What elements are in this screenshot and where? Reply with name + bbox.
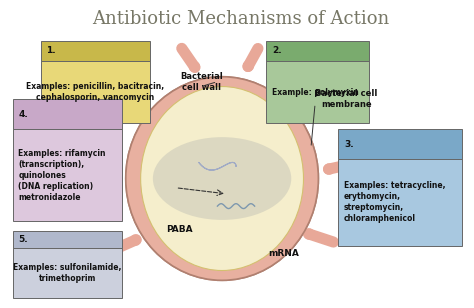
Ellipse shape	[153, 137, 291, 220]
FancyBboxPatch shape	[41, 61, 150, 123]
Text: mRNA: mRNA	[269, 249, 300, 258]
FancyBboxPatch shape	[338, 129, 462, 159]
FancyBboxPatch shape	[266, 41, 369, 61]
FancyBboxPatch shape	[13, 129, 122, 221]
FancyBboxPatch shape	[13, 231, 122, 248]
Ellipse shape	[126, 77, 319, 280]
Ellipse shape	[141, 87, 303, 270]
Text: Bacterial cell
membrane: Bacterial cell membrane	[315, 89, 377, 108]
Text: Example: polymyxin: Example: polymyxin	[272, 88, 359, 97]
FancyBboxPatch shape	[13, 248, 122, 298]
Text: 3.: 3.	[344, 140, 354, 148]
Text: Bacterial
cell wall: Bacterial cell wall	[180, 72, 222, 92]
Text: 4.: 4.	[18, 110, 28, 119]
Text: 5.: 5.	[18, 235, 28, 244]
Text: PABA: PABA	[166, 225, 193, 234]
Ellipse shape	[126, 77, 319, 280]
Text: 2.: 2.	[272, 47, 282, 55]
Text: 1.: 1.	[46, 47, 56, 55]
FancyBboxPatch shape	[266, 61, 369, 123]
Text: Antibiotic Mechanisms of Action: Antibiotic Mechanisms of Action	[92, 10, 389, 28]
Text: Examples: rifamycin
(transcription),
quinolones
(DNA replication)
metronidazole: Examples: rifamycin (transcription), qui…	[18, 149, 106, 202]
FancyBboxPatch shape	[338, 159, 462, 246]
FancyBboxPatch shape	[13, 99, 122, 129]
Text: Examples: penicillin, bacitracin,
cephalosporin, vancomycin: Examples: penicillin, bacitracin, cephal…	[26, 82, 164, 102]
FancyBboxPatch shape	[41, 41, 150, 61]
Text: Examples: tetracycline,
erythomycin,
streptomycin,
chloramphenicol: Examples: tetracycline, erythomycin, str…	[344, 181, 446, 223]
Ellipse shape	[149, 137, 295, 220]
Ellipse shape	[141, 87, 303, 270]
Text: Examples: sulfonilamide,
trimethoprim: Examples: sulfonilamide, trimethoprim	[13, 263, 121, 283]
